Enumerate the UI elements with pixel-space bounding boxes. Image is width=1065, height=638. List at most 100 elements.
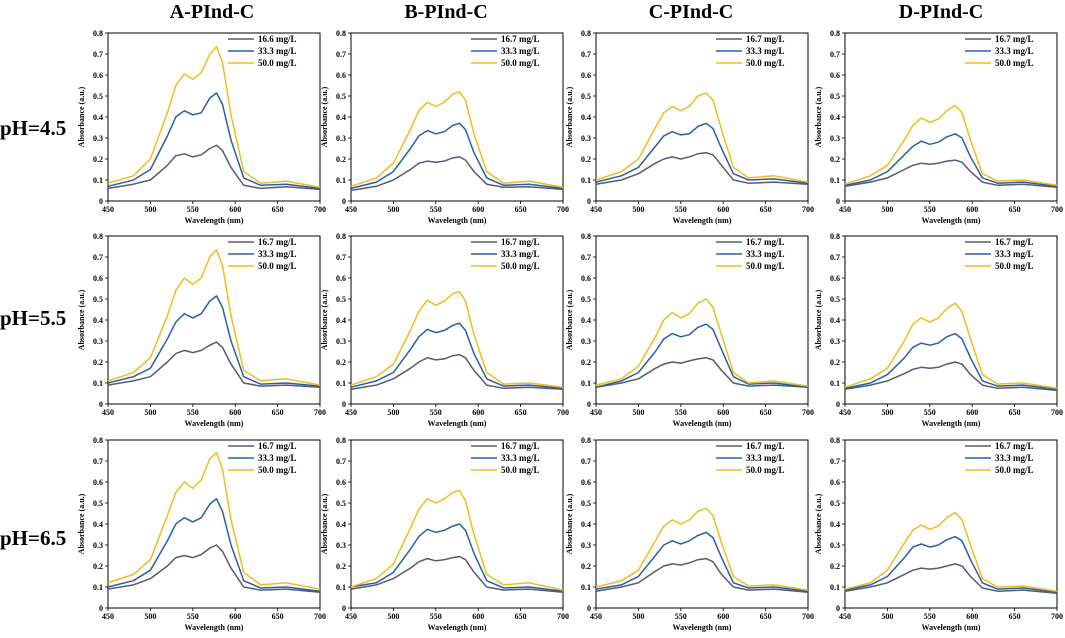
y-axis-title: Absorbance (a.u.) <box>814 493 823 554</box>
y-tick-label: 0 <box>342 197 346 206</box>
y-tick-label: 0 <box>836 400 840 409</box>
x-tick-label: 500 <box>387 408 399 417</box>
legend-label-2: 33.3 mg/L <box>258 249 297 259</box>
x-tick-label: 700 <box>557 205 569 214</box>
y-tick-label: 0.2 <box>336 562 346 571</box>
series-line-3 <box>350 489 564 591</box>
x-tick-label: 650 <box>272 408 284 417</box>
x-tick-label: 700 <box>802 205 814 214</box>
y-tick-label: 0.5 <box>581 295 591 304</box>
y-tick-label: 0.3 <box>93 337 103 346</box>
panel-3-2: 450 500 550 600 650 700 0 0.1 0.2 0.3 0.4 0.5 0.6 0.7… <box>320 436 569 632</box>
y-tick-label: 0.5 <box>830 295 840 304</box>
legend-label-3: 50.0 mg/L <box>995 261 1034 271</box>
panels: 450 500 550 600 650 700 0 0.1 0.2 0.3 0.4 0.5 0.6 0.7… <box>77 29 1063 632</box>
panel-3-1: 450 500 550 600 650 700 0 0.1 0.2 0.3 0.4 0.5 0.6 0.7… <box>77 436 326 632</box>
column-titles: A-PInd-C B-PInd-C C-PInd-C D-PInd-C <box>170 1 983 23</box>
y-tick-label: 0.5 <box>93 499 103 508</box>
series-line-2 <box>595 122 809 184</box>
y-tick-label: 0 <box>342 604 346 613</box>
series-line-1 <box>595 557 809 594</box>
x-tick-label: 700 <box>557 408 569 417</box>
x-tick-label: 550 <box>924 612 936 621</box>
y-tick-label: 0.6 <box>93 274 103 283</box>
legend-label-1: 16.7 mg/L <box>995 34 1034 44</box>
y-axis-title: Absorbance (a.u.) <box>320 86 329 147</box>
series-line-1 <box>350 353 564 391</box>
y-tick-label: 0.3 <box>93 134 103 143</box>
panel-3-4: 450 500 550 600 650 700 0 0.1 0.2 0.3 0.4 0.5 0.6 0.7… <box>814 436 1063 632</box>
x-tick-label: 650 <box>1009 612 1021 621</box>
y-tick-label: 0.1 <box>830 379 840 388</box>
y-tick-label: 0.7 <box>93 457 103 466</box>
x-tick-label: 600 <box>966 205 978 214</box>
x-tick-label: 450 <box>345 205 357 214</box>
y-tick-label: 0.3 <box>336 134 346 143</box>
legend-label-2: 33.3 mg/L <box>746 453 785 463</box>
y-tick-label: 0.6 <box>581 71 591 80</box>
x-tick-label: 450 <box>102 408 114 417</box>
x-tick-label: 650 <box>515 205 527 214</box>
legend-label-3: 50.0 mg/L <box>746 261 785 271</box>
x-tick-label: 600 <box>229 205 241 214</box>
series-line-1 <box>844 361 1058 392</box>
x-tick-label: 600 <box>472 205 484 214</box>
x-tick-label: 650 <box>760 408 772 417</box>
x-tick-label: 450 <box>102 205 114 214</box>
series-line-1 <box>107 144 321 191</box>
series-line-3 <box>844 104 1058 187</box>
y-tick-label: 0.1 <box>336 583 346 592</box>
y-tick-label: 0.7 <box>336 457 346 466</box>
panel-1-4: 450 500 550 600 650 700 0 0.1 0.2 0.3 0.4 0.5 0.6 0.7… <box>814 29 1063 225</box>
x-tick-label: 550 <box>675 408 687 417</box>
legend-label-3: 50.0 mg/L <box>746 465 785 475</box>
legend-label-1: 16.7 mg/L <box>995 237 1034 247</box>
x-tick-label: 550 <box>924 205 936 214</box>
series-line-2 <box>844 535 1058 594</box>
y-tick-label: 0.8 <box>93 29 103 38</box>
y-tick-label: 0.2 <box>93 155 103 164</box>
y-tick-label: 0.7 <box>581 50 591 59</box>
x-tick-label: 500 <box>632 612 644 621</box>
x-tick-label: 550 <box>675 612 687 621</box>
y-tick-label: 0 <box>342 400 346 409</box>
series-line-1 <box>350 555 564 594</box>
panel-2-3: 450 500 550 600 650 700 0 0.1 0.2 0.3 0.4 0.5 0.6 0.7… <box>565 232 814 428</box>
legend-label-1: 16.7 mg/L <box>258 441 297 451</box>
y-tick-label: 0.4 <box>830 316 840 325</box>
x-tick-label: 650 <box>515 612 527 621</box>
y-tick-label: 0.1 <box>830 583 840 592</box>
y-tick-label: 0.4 <box>93 113 103 122</box>
x-axis-title: Wavelength (nm) <box>185 419 244 428</box>
legend-label-2: 33.3 mg/L <box>501 249 540 259</box>
y-axis-title: Absorbance (a.u.) <box>814 86 823 147</box>
y-tick-label: 0.7 <box>581 457 591 466</box>
series-line-1 <box>107 544 321 594</box>
series-line-1 <box>844 563 1058 595</box>
y-axis-title: Absorbance (a.u.) <box>565 493 574 554</box>
series-line-2 <box>107 295 321 387</box>
y-tick-label: 0 <box>587 400 591 409</box>
y-tick-label: 0.8 <box>93 436 103 445</box>
y-tick-label: 0.8 <box>581 29 591 38</box>
y-tick-label: 0.4 <box>93 520 103 529</box>
y-tick-label: 0.1 <box>93 176 103 185</box>
x-tick-label: 450 <box>590 408 602 417</box>
x-tick-label: 500 <box>881 205 893 214</box>
series-line-2 <box>844 332 1058 391</box>
y-tick-label: 0.2 <box>581 358 591 367</box>
y-axis-title: Absorbance (a.u.) <box>565 289 574 350</box>
legend-label-1: 16.7 mg/L <box>501 441 540 451</box>
x-tick-label: 700 <box>557 612 569 621</box>
series-line-1 <box>350 156 564 192</box>
x-tick-label: 700 <box>1051 408 1063 417</box>
column-title-c: C-PInd-C <box>649 1 733 23</box>
legend-label-1: 16.7 mg/L <box>501 34 540 44</box>
y-tick-label: 0.8 <box>93 232 103 241</box>
x-tick-label: 500 <box>387 612 399 621</box>
legend-label-3: 50.0 mg/L <box>501 261 540 271</box>
y-tick-label: 0.2 <box>581 155 591 164</box>
series-line-1 <box>595 357 809 388</box>
row-label-ph55: pH=5.5 <box>0 306 66 330</box>
panel-2-4: 450 500 550 600 650 700 0 0.1 0.2 0.3 0.4 0.5 0.6 0.7… <box>814 232 1063 428</box>
